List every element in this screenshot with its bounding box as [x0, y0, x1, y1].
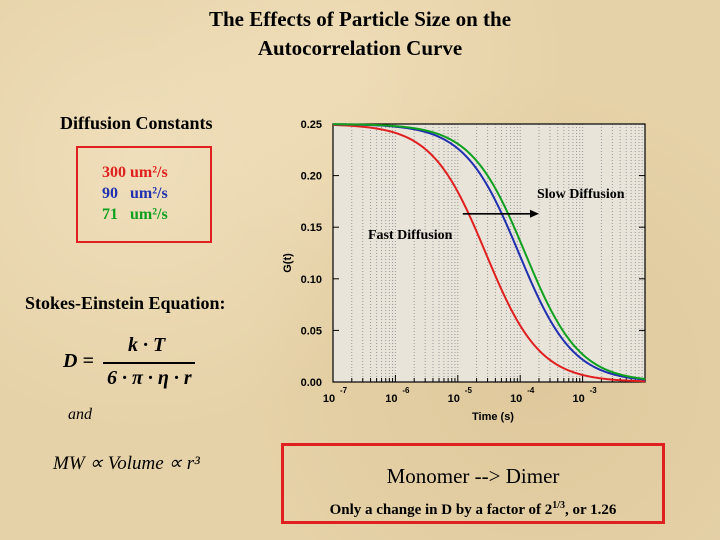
equation-denominator: 6 · π · η · r [107, 367, 192, 389]
page-title-line2: Autocorrelation Curve [257, 36, 463, 60]
x-tick-label: 10 [385, 393, 397, 405]
x-tick-exponent: -3 [590, 386, 598, 395]
monomer-note-suffix: , or 1.26 [565, 502, 617, 518]
x-tick-exponent: -7 [340, 386, 348, 395]
x-tick-exponent: -5 [465, 386, 473, 395]
y-tick-label: 0.10 [301, 274, 322, 286]
equation-numerator: k · T [128, 334, 166, 356]
molecular-weight-relation: MW ∝ Volume ∝ r³ [53, 453, 200, 474]
monomer-dimer-title: Monomer --> Dimer [386, 464, 560, 488]
x-tick-exponent: -4 [527, 386, 535, 395]
y-tick-label: 0.05 [301, 325, 322, 337]
fast-diffusion-label: Fast Diffusion [368, 228, 453, 243]
y-tick-label: 0.00 [301, 377, 322, 389]
x-tick-exponent: -6 [402, 386, 410, 395]
diffusion-constants-box: 300 um²/s 90 um²/s 71 um²/s [76, 146, 212, 243]
plot-area [333, 124, 645, 382]
x-tick-label: 10 [510, 393, 522, 405]
series-curve-2 [332, 123, 646, 380]
monomer-dimer-note: Only a change in D by a factor of 21/3, … [284, 500, 662, 519]
diffusion-constant-medium: 90 um²/s [102, 185, 168, 202]
diffusion-constant-slow: 71 um²/s [102, 206, 168, 223]
x-axis-label: Time (s) [472, 411, 514, 423]
diffusion-constant-fast: 300 um²/s [102, 164, 168, 181]
x-tick-label: 10 [572, 393, 584, 405]
y-tick-label: 0.20 [301, 171, 322, 183]
page-title-line1: The Effects of Particle Size on the [208, 7, 512, 31]
equation-lhs: D = [63, 350, 94, 372]
series-curve-0 [332, 123, 646, 383]
monomer-dimer-box: Monomer --> Dimer Only a change in D by … [281, 443, 665, 524]
y-axis-label: G(t) [282, 253, 294, 273]
and-label: and [68, 406, 92, 423]
x-tick-label: 10 [323, 393, 335, 405]
stokes-einstein-heading: Stokes-Einstein Equation: [25, 293, 226, 313]
equation-fraction-bar [103, 362, 195, 364]
diffusion-constants-heading: Diffusion Constants [60, 113, 213, 133]
y-tick-label: 0.25 [301, 119, 322, 131]
plot-frame [332, 123, 646, 383]
monomer-note-prefix: Only a change in D by a factor of 2 [329, 502, 553, 518]
x-tick-label: 10 [448, 393, 460, 405]
monomer-note-exponent: 1/3 [552, 500, 566, 511]
autocorrelation-chart: 0.00 0.05 0.10 0.15 0.20 0.25 10 -7 10 -6 10 -5 10 -4… [282, 119, 646, 423]
y-tick-label: 0.15 [301, 222, 322, 234]
diffusion-arrow-head [529, 209, 539, 218]
slow-diffusion-label: Slow Diffusion [537, 187, 625, 202]
